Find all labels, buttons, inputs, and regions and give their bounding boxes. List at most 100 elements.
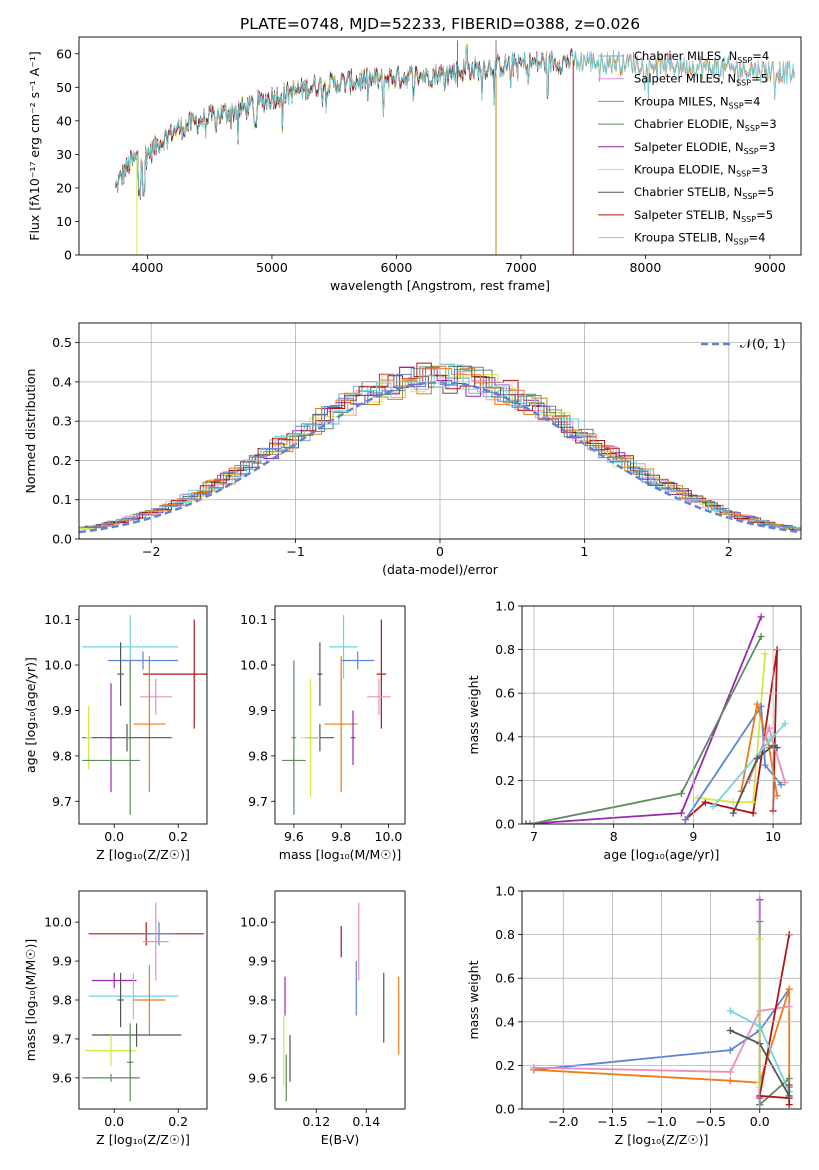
- y-tick-label: 10: [56, 214, 72, 229]
- weight-marker: [773, 792, 781, 800]
- y-tick-label: 9.7: [248, 1031, 268, 1046]
- y-tick-label: 9.7: [248, 794, 268, 809]
- panel-residuals: −2 −1 0 1 2 0.0 0.1 0.2 0.3 0.4 0.5 (data-model)/er…: [23, 322, 802, 577]
- x-tick-label: 10: [765, 829, 781, 844]
- weight-marker: [765, 737, 773, 745]
- x-tick-label: 2: [725, 544, 733, 559]
- weight-marker: [522, 820, 530, 824]
- weight-marker: [773, 744, 781, 752]
- y-tick-label: 1.0: [495, 884, 515, 899]
- plot-area: [82, 615, 207, 815]
- weight-marker: [729, 809, 737, 817]
- x-axis-label: wavelength [Angstrom, rest frame]: [330, 278, 550, 293]
- x-tick-label: 0.0: [750, 1114, 770, 1129]
- panel-spectrum: 4000 5000 6000 7000 8000 9000 0 10 20 30 40 50 60 wav…: [27, 36, 802, 293]
- x-tick-label: 8000: [629, 260, 661, 275]
- histogram-step: [87, 364, 801, 530]
- weight-marker: [757, 633, 765, 641]
- y-axis-label: mass weight: [466, 960, 481, 1039]
- weight-marker: [677, 789, 685, 797]
- y-tick-label: 20: [56, 180, 72, 195]
- figure-title: PLATE=0748, MJD=52233, FIBERID=0388, z=0…: [240, 15, 640, 33]
- y-tick-label: 9.8: [248, 993, 268, 1008]
- y-tick-label: 0.0: [495, 1102, 515, 1117]
- x-tick-label: −2.0: [548, 1114, 578, 1129]
- weight-marker: [761, 761, 769, 769]
- y-tick-label: 9.9: [52, 954, 72, 969]
- y-axis-label: mass [log₁₀(M/M☉)]: [23, 939, 38, 1061]
- y-tick-label: 0.5: [52, 335, 72, 350]
- weight-marker: [726, 1068, 734, 1076]
- weight-marker: [765, 724, 773, 732]
- axes-frame: [274, 605, 406, 825]
- y-tick-label: 10.1: [240, 612, 268, 627]
- y-tick-label: 0.4: [495, 729, 515, 744]
- y-tick-label: 10.0: [240, 658, 268, 673]
- x-axis-label: Z [log₁₀(Z/Z☉)]: [96, 847, 190, 862]
- legend-entry: Salpeter ELODIE, NSSP=3: [634, 140, 776, 156]
- x-axis-label: Z [log₁₀(Z/Z☉)]: [615, 1132, 709, 1147]
- x-tick-label: 10.0: [375, 829, 403, 844]
- y-tick-label: 0.6: [495, 971, 515, 986]
- weight-marker: [709, 803, 717, 811]
- weight-marker: [726, 1046, 734, 1054]
- y-tick-label: 50: [56, 80, 72, 95]
- axes-frame: [521, 605, 802, 825]
- panel-mass_vs_ebv: 0.12 0.14 9.6 9.7 9.8 9.9 10.0 E(B-V): [240, 890, 406, 1147]
- weight-marker: [681, 816, 689, 824]
- x-tick-label: 8: [610, 829, 618, 844]
- x-tick-label: −1: [286, 544, 304, 559]
- x-tick-label: 9000: [754, 260, 786, 275]
- spectrum-series-line: [114, 47, 796, 199]
- x-tick-label: 4000: [132, 260, 164, 275]
- x-tick-label: 9: [689, 829, 697, 844]
- weight-marker: [749, 798, 757, 806]
- plot-area: [114, 40, 796, 255]
- legend-entry: Kroupa ELODIE, NSSP=3: [634, 163, 768, 179]
- y-tick-label: 10.1: [44, 612, 72, 627]
- plot-area: [283, 902, 400, 1102]
- axes-frame: [78, 36, 802, 256]
- x-tick-label: 9.8: [331, 829, 351, 844]
- legend-entry: Kroupa MILES, NSSP=4: [634, 94, 760, 110]
- y-tick-label: 30: [56, 147, 72, 162]
- legend-entry: 𝒩(0, 1): [740, 336, 786, 351]
- y-tick-label: 9.6: [52, 1070, 72, 1085]
- weight-marker: [785, 1101, 793, 1109]
- x-axis-label: Z [log₁₀(Z/Z☉)]: [96, 1132, 190, 1147]
- weight-line: [533, 1005, 790, 1073]
- x-tick-label: 0.12: [302, 1114, 330, 1129]
- y-axis-label: mass weight: [466, 675, 481, 754]
- y-tick-label: 0.4: [495, 1014, 515, 1029]
- y-tick-label: 10.0: [44, 915, 72, 930]
- weight-marker: [753, 755, 761, 763]
- y-tick-label: 1.0: [495, 599, 515, 614]
- weight-marker: [753, 700, 761, 708]
- legend-entry: Salpeter STELIB, NSSP=5: [634, 208, 773, 224]
- y-tick-label: 0.4: [52, 374, 72, 389]
- x-tick-label: 0: [436, 544, 444, 559]
- y-tick-label: 9.9: [248, 703, 268, 718]
- panel-mass_vs_Z: 0.0 0.2 9.6 9.7 9.8 9.9 10.0 Z [log₁₀(Z/Z☉)] mas…: [23, 890, 208, 1147]
- y-tick-label: 0.1: [52, 492, 72, 507]
- y-tick-label: 10.0: [44, 658, 72, 673]
- x-tick-label: 1: [580, 544, 588, 559]
- legend-entry: Chabrier ELODIE, NSSP=3: [634, 117, 777, 133]
- weight-marker: [701, 798, 709, 806]
- y-tick-label: 9.9: [248, 954, 268, 969]
- panel-weight_vs_age: 7 8 9 10 0.0 0.2 0.4 0.6 0.8 1.0 age [log₁₀(age/yr…: [466, 599, 802, 862]
- panels-group: 4000 5000 6000 7000 8000 90000102030405060wav…: [23, 36, 802, 1147]
- weight-marker: [757, 702, 765, 710]
- x-tick-label: 9.6: [284, 829, 304, 844]
- y-tick-label: 9.6: [248, 1070, 268, 1085]
- weight-marker: [757, 613, 765, 621]
- y-tick-label: 0.3: [52, 414, 72, 429]
- y-tick-label: 0.0: [52, 532, 72, 547]
- y-tick-label: 0.2: [495, 1058, 515, 1073]
- axes-frame: [78, 605, 208, 825]
- x-tick-label: 0.14: [352, 1114, 380, 1129]
- weight-marker: [749, 809, 757, 817]
- weight-line: [732, 744, 778, 814]
- y-axis-label: Flux [fλ10⁻¹⁷ erg cm⁻² s⁻¹ A⁻¹]: [27, 51, 42, 240]
- y-tick-label: 10.0: [240, 915, 268, 930]
